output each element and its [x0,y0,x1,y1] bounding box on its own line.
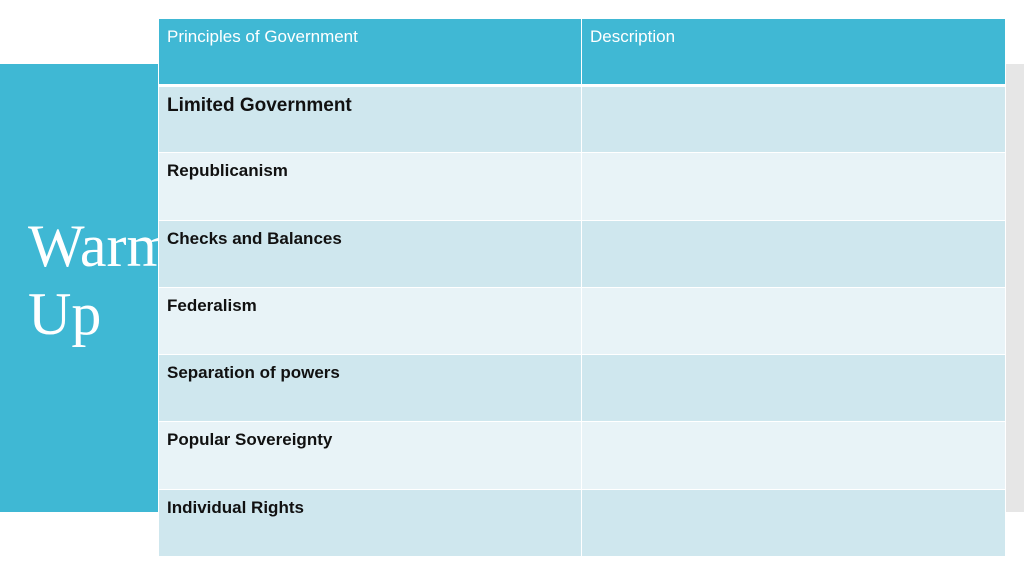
principle-cell: Separation of powers [158,354,582,423]
description-cell [581,286,1006,356]
header-principles: Principles of Government [158,18,582,86]
table-row: Federalism [158,286,1006,356]
description-cell [581,219,1006,288]
slide-title-line-1: Warm [28,213,174,279]
principles-table: Principles of Government Description Lim… [158,18,1006,558]
right-gray-band [1005,64,1024,512]
table-row: Individual Rights [158,488,1006,558]
table-row: Republicanism [158,152,1006,221]
principle-cell: Republicanism [158,152,582,221]
slide-title-line-2: Up [28,281,102,347]
table-row: Limited Government [158,84,1006,154]
principle-cell: Popular Sovereignty [158,421,582,490]
description-cell [581,152,1006,221]
table-row: Popular Sovereignty [158,421,1006,490]
header-description: Description [581,18,1006,86]
description-cell [581,84,1006,154]
principle-cell: Limited Government [158,84,582,154]
description-cell [581,488,1006,558]
left-accent-band [0,64,158,512]
principle-cell: Federalism [158,286,582,356]
table-row: Separation of powers [158,354,1006,423]
principle-cell: Individual Rights [158,488,582,558]
table-header-row: Principles of Government Description [158,18,1006,86]
description-cell [581,421,1006,490]
principle-cell: Checks and Balances [158,219,582,288]
table-row: Checks and Balances [158,219,1006,288]
slide-title: Warm Up [28,212,174,348]
description-cell [581,354,1006,423]
